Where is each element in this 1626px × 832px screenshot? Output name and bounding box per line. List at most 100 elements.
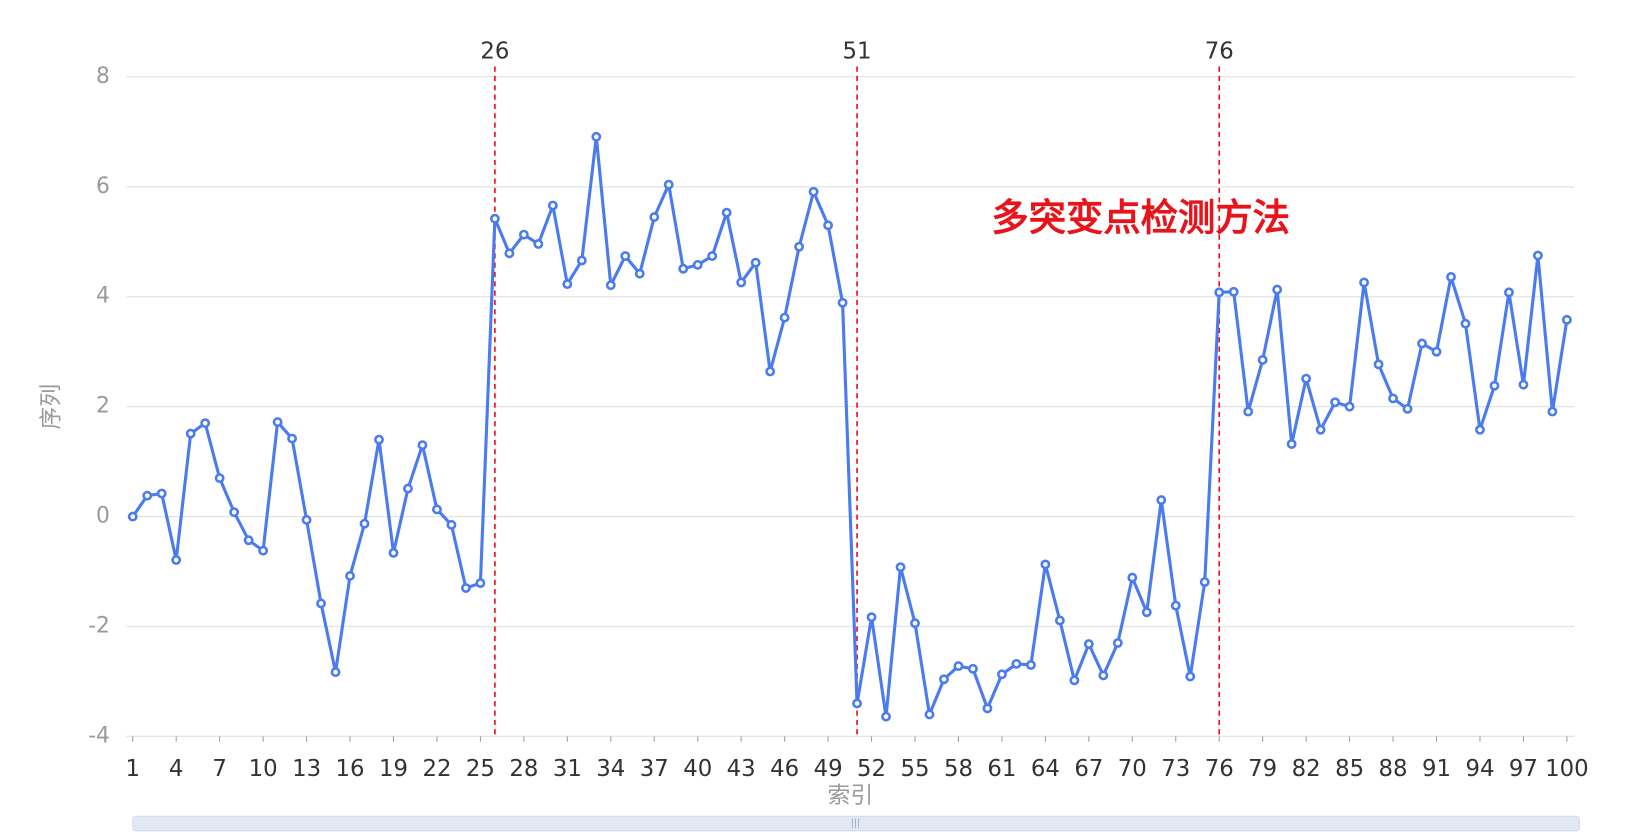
data-point <box>1460 318 1471 329</box>
data-point <box>1127 572 1138 583</box>
data-point <box>243 535 254 546</box>
data-point <box>533 239 544 249</box>
data-point <box>910 618 920 629</box>
x-tick-label: 88 <box>1379 756 1408 782</box>
data-point <box>808 186 819 197</box>
data-point <box>1141 607 1152 618</box>
x-tick-label: 25 <box>466 756 495 782</box>
x-tick-label: 52 <box>857 756 886 782</box>
zoom-slider[interactable] <box>132 815 1580 832</box>
change-point-label: 51 <box>843 39 872 65</box>
x-tick-label: 40 <box>683 756 712 782</box>
data-point <box>1344 401 1355 412</box>
data-point <box>707 251 718 262</box>
y-tick-label: -4 <box>88 723 110 748</box>
data-point <box>953 661 964 672</box>
data-point <box>1431 346 1442 357</box>
data-point <box>301 514 312 525</box>
data-point <box>1417 338 1427 349</box>
data-point <box>1272 284 1283 295</box>
x-tick-label: 94 <box>1465 756 1494 782</box>
data-point <box>1301 373 1312 384</box>
data-point <box>837 297 848 308</box>
x-tick-label: 46 <box>770 756 799 782</box>
change-point-label: 76 <box>1205 39 1234 65</box>
x-tick-label: 7 <box>212 756 227 782</box>
chart-title: 多突变点检测方法 <box>991 196 1290 240</box>
data-point <box>1402 403 1413 414</box>
data-point <box>924 709 935 720</box>
data-point <box>750 257 761 268</box>
x-tick-label: 76 <box>1205 756 1234 782</box>
data-point <box>794 241 805 252</box>
x-tick-label: 43 <box>727 756 756 782</box>
y-tick-label: -2 <box>88 614 110 639</box>
data-point <box>1286 439 1297 449</box>
data-point <box>1532 250 1543 261</box>
x-tick-label: 79 <box>1248 756 1277 782</box>
data-point <box>345 571 355 581</box>
data-point <box>475 578 486 589</box>
data-point <box>316 598 326 609</box>
data-point <box>417 440 428 451</box>
data-point <box>171 555 182 565</box>
x-tick-label: 4 <box>169 756 184 782</box>
data-point <box>968 663 978 674</box>
data-point <box>591 131 602 142</box>
x-tick-label: 64 <box>1031 756 1060 782</box>
data-point <box>1040 559 1051 570</box>
data-point <box>939 674 949 685</box>
y-tick-label: 2 <box>96 394 110 419</box>
x-tick-label: 16 <box>336 756 365 782</box>
x-tick-label: 58 <box>944 756 973 782</box>
data-point <box>678 263 689 274</box>
x-tick-label: 28 <box>509 756 538 782</box>
x-tick-label: 97 <box>1509 756 1538 782</box>
data-point <box>432 504 442 515</box>
x-tick-label: 85 <box>1335 756 1364 782</box>
x-tick-label: 34 <box>596 756 625 782</box>
data-point <box>1504 287 1514 298</box>
data-point <box>895 562 906 573</box>
x-tick-label: 82 <box>1292 756 1321 782</box>
data-point <box>1547 406 1558 417</box>
data-point <box>330 667 341 678</box>
data-point <box>1054 615 1065 626</box>
y-tick-label: 4 <box>96 284 110 309</box>
data-point <box>1025 660 1036 670</box>
x-tick-label: 70 <box>1118 756 1147 782</box>
data-point <box>1069 675 1080 686</box>
data-point <box>547 200 558 211</box>
data-point <box>1475 424 1485 435</box>
data-point <box>1388 393 1398 404</box>
data-point <box>649 212 660 222</box>
data-point <box>1446 272 1456 282</box>
x-tick-label: 37 <box>640 756 669 782</box>
y-axis-label: 序列 <box>38 384 64 430</box>
data-point <box>866 612 877 623</box>
data-point <box>504 248 515 259</box>
x-tick-label: 19 <box>379 756 408 782</box>
data-point <box>996 669 1007 680</box>
data-point <box>1156 495 1167 506</box>
x-tick-label: 49 <box>814 756 843 782</box>
data-point <box>765 366 776 377</box>
data-point <box>518 229 529 240</box>
y-tick-label: 0 <box>96 504 110 529</box>
data-point <box>185 428 196 439</box>
x-tick-label: 91 <box>1422 756 1451 782</box>
x-tick-label: 10 <box>249 756 278 782</box>
data-point <box>1489 380 1500 391</box>
x-tick-label: 100 <box>1545 756 1589 782</box>
y-tick-label: 6 <box>96 174 110 199</box>
y-tick-label: 8 <box>96 64 110 89</box>
data-point <box>1518 379 1529 390</box>
zoom-handle[interactable]: ||| <box>851 818 860 829</box>
series-line <box>131 135 1569 719</box>
x-tick-label: 22 <box>422 756 451 782</box>
x-tick-label: 13 <box>292 756 321 782</box>
data-point <box>142 490 153 501</box>
change-point-label: 26 <box>480 39 509 65</box>
data-point <box>562 279 573 290</box>
